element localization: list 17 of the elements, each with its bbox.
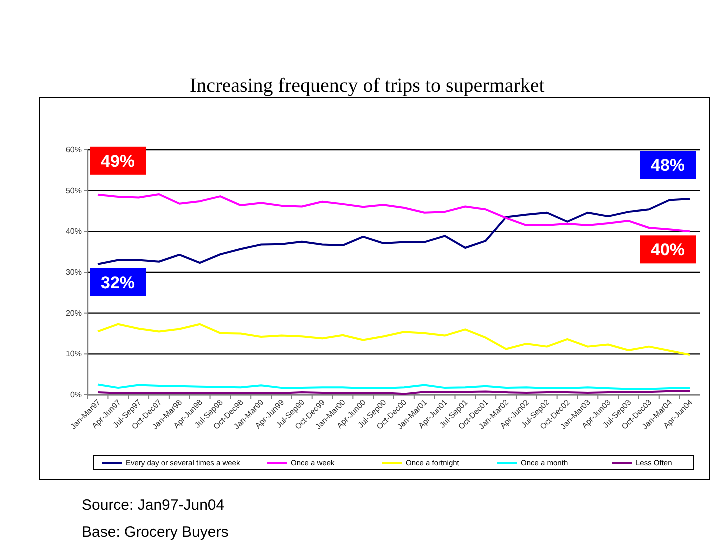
annotation: 48% (650, 156, 686, 175)
line-series (97, 198, 691, 266)
line-series (97, 194, 691, 233)
annotation: 32% (100, 273, 136, 292)
y-tick-label: 40% (66, 227, 82, 236)
chart-title: Increasing frequency of trips to supermarket (190, 75, 546, 97)
y-tick-label: 10% (66, 350, 82, 359)
line-series (97, 323, 691, 356)
annotation: 40% (650, 240, 686, 260)
y-tick-label: 30% (66, 268, 82, 278)
y-tick-label: 60% (66, 146, 82, 155)
y-tick-label: 50% (66, 186, 82, 196)
source-note: Source: Jan97-Jun04 (82, 497, 225, 514)
y-tick-label: 20% (66, 308, 82, 318)
y-tick-label: 0% (70, 390, 82, 400)
text: Base: Grocery Buyers (82, 524, 229, 541)
annotation: 49% (100, 152, 136, 171)
